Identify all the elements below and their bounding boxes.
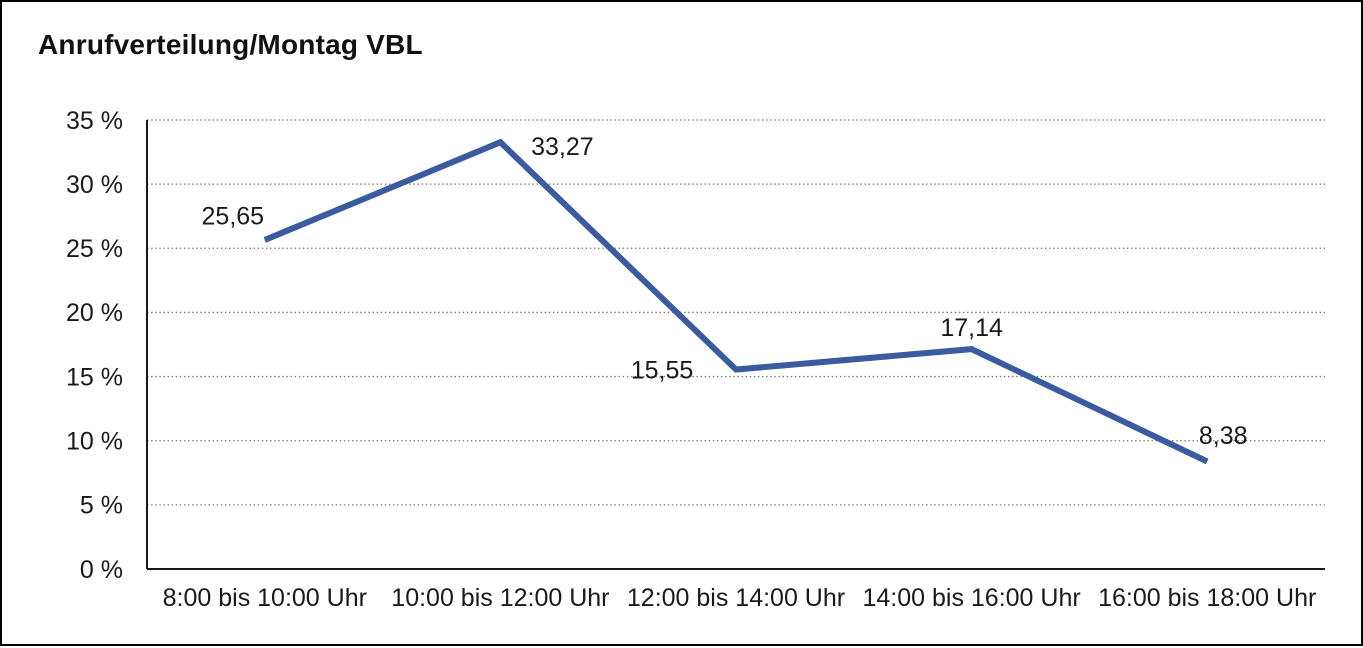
data-point-label: 33,27 (531, 133, 594, 161)
x-tick-label: 10:00 bis 12:00 Uhr (391, 584, 609, 612)
data-point-label: 8,38 (1199, 422, 1248, 450)
data-point-label: 25,65 (202, 203, 265, 231)
y-tick-label: 35 % (66, 107, 123, 135)
x-tick-label: 12:00 bis 14:00 Uhr (627, 584, 845, 612)
data-point-label: 15,55 (631, 356, 694, 384)
y-tick-label: 20 % (66, 299, 123, 327)
y-tick-label: 10 % (66, 427, 123, 455)
data-point-label: 17,14 (940, 314, 1003, 342)
data-line (263, 138, 1209, 465)
x-tick-label: 14:00 bis 16:00 Uhr (862, 584, 1080, 612)
y-tick-label: 15 % (66, 363, 123, 391)
y-tick-label: 30 % (66, 171, 123, 199)
x-tick-label: 16:00 bis 18:00 Uhr (1098, 584, 1316, 612)
y-tick-label: 0 % (80, 556, 123, 584)
x-tick-label: 8:00 bis 10:00 Uhr (163, 584, 367, 612)
y-tick-label: 5 % (80, 492, 123, 520)
chart-title: Anrufverteilung/Montag VBL (38, 29, 423, 60)
y-tick-label: 25 % (66, 235, 123, 263)
